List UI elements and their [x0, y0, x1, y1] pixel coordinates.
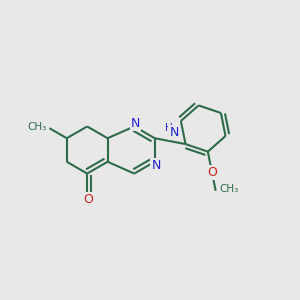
- Text: N: N: [169, 126, 179, 139]
- Text: O: O: [83, 193, 93, 206]
- Text: N: N: [131, 117, 140, 130]
- Text: CH₃: CH₃: [27, 122, 46, 132]
- Text: CH₃: CH₃: [219, 184, 238, 194]
- Text: H: H: [165, 123, 173, 133]
- Text: O: O: [207, 166, 217, 179]
- Text: N: N: [151, 158, 161, 172]
